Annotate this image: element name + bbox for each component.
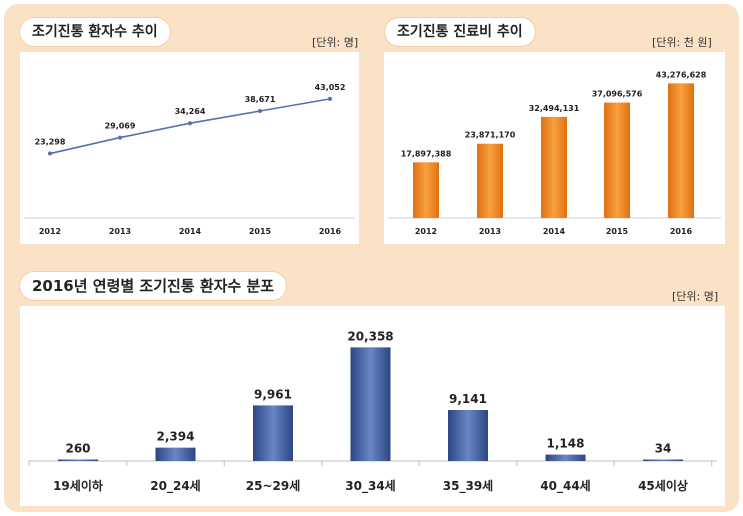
data-label: 2,394 xyxy=(157,430,195,444)
data-point xyxy=(118,135,122,140)
x-tick-label: 45세이상 xyxy=(638,478,688,493)
cost-trend-bar-chart: 17,897,388 2012 23,871,170 2013 32,494,131 20… xyxy=(388,70,721,236)
bar xyxy=(448,409,488,461)
bar xyxy=(155,447,196,461)
x-tick-label: 2012 xyxy=(415,227,437,236)
bar xyxy=(604,102,630,218)
data-label: 34 xyxy=(655,442,672,456)
x-tick-label: 2015 xyxy=(249,227,272,236)
data-label: 9,141 xyxy=(449,392,487,406)
data-label: 38,671 xyxy=(245,95,276,104)
data-label: 23,298 xyxy=(35,138,66,147)
bar xyxy=(477,143,503,218)
bar xyxy=(350,347,391,461)
bar xyxy=(545,454,586,461)
data-point xyxy=(258,109,262,114)
data-label: 43,052 xyxy=(315,83,346,92)
data-label: 32,494,131 xyxy=(529,104,580,113)
x-tick-label: 2012 xyxy=(39,227,61,236)
data-label: 17,897,388 xyxy=(401,149,452,158)
data-point xyxy=(188,121,192,126)
x-tick-label: 2014 xyxy=(179,227,202,236)
bar xyxy=(668,83,694,218)
data-label: 43,276,628 xyxy=(656,70,707,79)
x-tick-label: 2015 xyxy=(606,227,629,236)
x-tick-label: 20_24세 xyxy=(150,478,200,494)
x-tick-label: 30_34세 xyxy=(345,478,395,494)
chart2-title: 조기진통 진료비 추이 xyxy=(385,18,535,46)
patient-trend-line-chart: 23,298 2012 29,069 2013 34,264 2014 38,671 2015… xyxy=(24,83,355,236)
x-tick-label: 2016 xyxy=(670,227,693,236)
chart2-panel: 17,897,388 2012 23,871,170 2013 32,494,131 20… xyxy=(384,52,725,244)
data-label: 260 xyxy=(65,442,90,456)
chart1-panel: 23,298 2012 29,069 2013 34,264 2014 38,671 2015… xyxy=(20,52,359,244)
chart3-panel: 260 19세이하 2,394 20_24세 9,961 25~29세 20,358 30_3… xyxy=(20,306,725,506)
x-tick-label: 40_44세 xyxy=(540,478,590,494)
chart3-title: 2016년 연령별 조기진통 환자수 분포 xyxy=(20,272,287,300)
data-label: 20,358 xyxy=(347,329,393,343)
data-label: 23,871,170 xyxy=(465,131,516,140)
data-label: 37,096,576 xyxy=(592,90,643,99)
x-tick-label: 35_39세 xyxy=(443,478,493,494)
bar xyxy=(253,405,293,461)
x-tick-label: 2013 xyxy=(479,227,501,236)
chart3-unit: [단위: 명] xyxy=(672,290,719,303)
data-label: 29,069 xyxy=(105,122,136,131)
x-tick-label: 25~29세 xyxy=(246,478,301,493)
data-label: 1,148 xyxy=(547,437,585,451)
chart2-unit: [단위: 천 원] xyxy=(652,36,712,49)
data-point xyxy=(328,96,332,101)
bar xyxy=(58,459,98,461)
bar xyxy=(643,459,683,461)
x-tick-label: 2016 xyxy=(319,227,342,236)
x-tick-label: 2013 xyxy=(109,227,131,236)
chart1-title: 조기진통 환자수 추이 xyxy=(20,18,170,46)
data-point xyxy=(48,151,52,156)
bar xyxy=(413,162,439,218)
x-tick-label: 2014 xyxy=(543,227,566,236)
data-label: 34,264 xyxy=(175,107,206,116)
age-distribution-bar-chart: 260 19세이하 2,394 20_24세 9,961 25~29세 20,358 30_3… xyxy=(28,329,717,494)
x-tick-label: 19세이하 xyxy=(53,478,103,493)
chart1-unit: [단위: 명] xyxy=(312,36,359,49)
bar xyxy=(541,116,567,218)
data-label: 9,961 xyxy=(254,387,292,401)
